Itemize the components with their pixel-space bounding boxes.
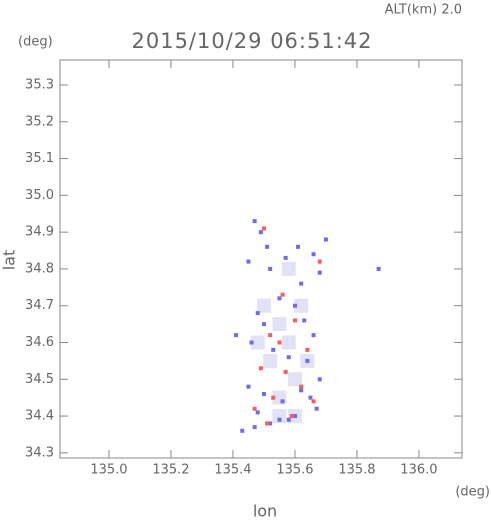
data-point xyxy=(258,230,263,235)
data-point xyxy=(252,219,257,224)
x-tick-label: 135.4 xyxy=(214,463,251,478)
data-point xyxy=(277,340,282,345)
data-point xyxy=(280,292,285,297)
plot-frame xyxy=(59,59,463,459)
data-point xyxy=(261,226,266,231)
data-point xyxy=(292,303,297,308)
x-tick-label: 135.0 xyxy=(90,463,127,478)
data-point xyxy=(249,340,254,345)
data-point xyxy=(296,244,301,249)
data-point xyxy=(376,266,381,271)
data-point xyxy=(272,409,287,424)
data-point xyxy=(305,358,310,363)
x-tick-label: 135.6 xyxy=(276,463,313,478)
data-point xyxy=(294,298,309,313)
x-axis-label: lon xyxy=(253,502,277,521)
y-unit: (deg) xyxy=(18,35,53,50)
data-point xyxy=(252,425,257,430)
y-tick-label: 34.8 xyxy=(25,261,54,276)
y-tick-label: 34.9 xyxy=(25,225,54,240)
y-tick-label: 34.4 xyxy=(25,409,54,424)
data-point xyxy=(308,395,313,400)
data-point xyxy=(255,410,260,415)
data-point xyxy=(292,414,297,419)
data-point xyxy=(261,322,266,327)
x-tick-label: 135.8 xyxy=(338,463,375,478)
data-point xyxy=(268,333,273,338)
data-point xyxy=(299,281,304,286)
y-tick-label: 35.0 xyxy=(25,188,54,203)
data-point xyxy=(314,406,319,411)
data-point xyxy=(323,237,328,242)
data-point xyxy=(289,414,294,419)
data-point xyxy=(311,333,316,338)
data-point xyxy=(268,421,273,426)
y-tick-label: 34.6 xyxy=(25,335,54,350)
y-tick-label: 34.3 xyxy=(25,445,54,460)
data-point xyxy=(268,266,273,271)
data-point xyxy=(292,318,297,323)
data-point xyxy=(265,421,270,426)
data-point xyxy=(277,296,282,301)
x-unit: (deg) xyxy=(455,485,490,500)
data-point xyxy=(286,355,291,360)
data-point xyxy=(261,391,266,396)
data-point xyxy=(272,317,287,332)
data-point xyxy=(252,406,257,411)
data-point xyxy=(281,335,296,350)
data-point xyxy=(299,388,304,393)
y-tick-label: 35.1 xyxy=(25,151,54,166)
y-tick-label: 35.2 xyxy=(25,114,54,129)
data-point xyxy=(271,347,276,352)
data-point xyxy=(299,384,304,389)
data-point xyxy=(287,372,302,387)
data-point xyxy=(240,428,245,433)
data-point xyxy=(234,333,239,338)
data-point xyxy=(283,255,288,260)
data-point xyxy=(317,259,322,264)
data-point xyxy=(317,270,322,275)
data-point xyxy=(258,366,263,371)
y-axis-label: lat xyxy=(0,250,19,271)
data-point xyxy=(265,244,270,249)
data-point xyxy=(311,252,316,257)
y-tick-label: 34.5 xyxy=(25,372,54,387)
data-point xyxy=(311,399,316,404)
data-point xyxy=(317,377,322,382)
data-point xyxy=(263,353,278,368)
data-point xyxy=(277,417,282,422)
x-tick-label: 136.0 xyxy=(400,463,437,478)
data-point xyxy=(246,384,251,389)
data-point xyxy=(256,298,271,313)
data-point xyxy=(271,395,276,400)
y-tick-label: 34.7 xyxy=(25,298,54,313)
x-tick-label: 135.2 xyxy=(152,463,189,478)
data-point xyxy=(250,335,265,350)
data-point xyxy=(255,311,260,316)
altitude-label: ALT(km) 2.0 xyxy=(385,3,462,18)
data-point xyxy=(283,369,288,374)
data-point xyxy=(302,318,307,323)
data-point xyxy=(286,417,291,422)
chart-title: 2015/10/29 06:51:42 xyxy=(131,29,372,53)
data-point xyxy=(281,261,296,276)
data-point xyxy=(305,347,310,352)
y-tick-label: 35.3 xyxy=(25,78,54,93)
data-point xyxy=(246,259,251,264)
data-point xyxy=(280,399,285,404)
